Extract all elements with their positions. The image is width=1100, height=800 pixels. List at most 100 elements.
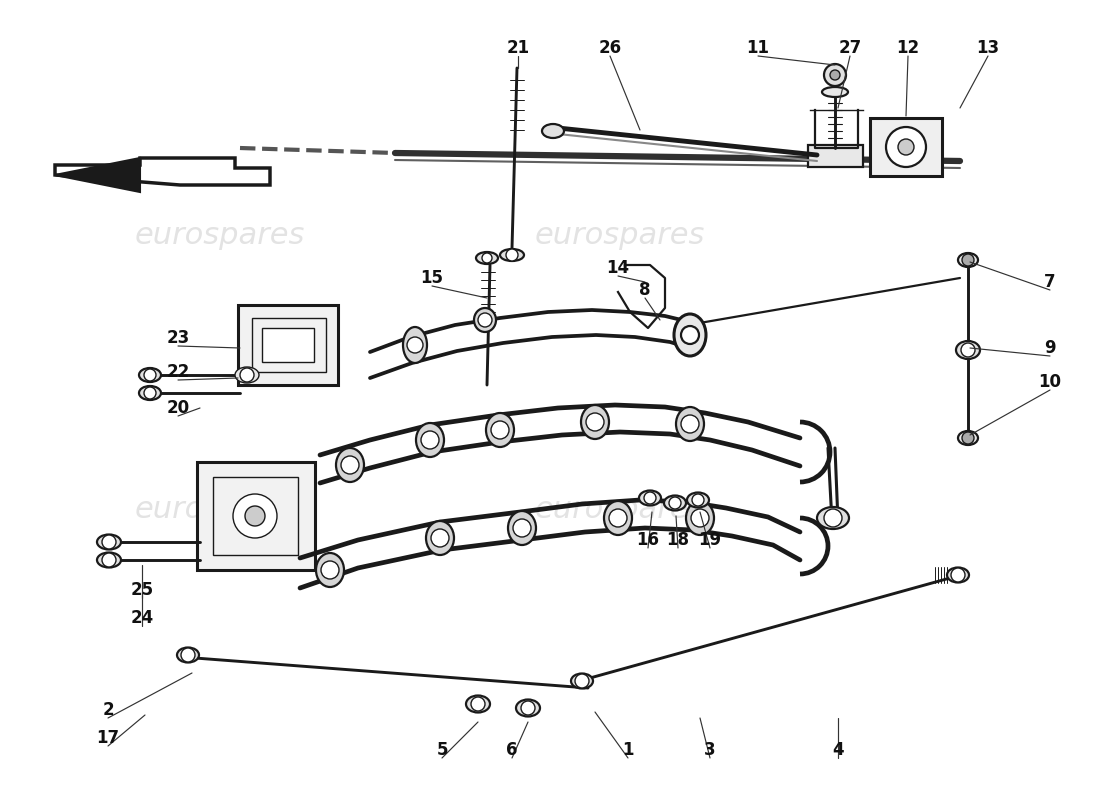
Ellipse shape [486,413,514,447]
Ellipse shape [508,511,536,545]
Circle shape [824,509,842,527]
Ellipse shape [817,507,849,529]
Circle shape [961,343,975,357]
Ellipse shape [336,448,364,482]
Text: 24: 24 [131,609,154,627]
Bar [262,328,314,362]
Text: 5: 5 [437,741,448,759]
Text: 10: 10 [1038,373,1061,391]
Text: 12: 12 [896,39,920,57]
Circle shape [681,415,698,433]
Ellipse shape [822,87,848,97]
Circle shape [240,368,254,382]
Ellipse shape [664,495,686,510]
Circle shape [102,535,116,549]
Text: 19: 19 [698,531,722,549]
Circle shape [491,421,509,439]
Ellipse shape [416,423,444,457]
Ellipse shape [542,124,564,138]
Circle shape [691,509,710,527]
Ellipse shape [476,252,498,264]
Text: 13: 13 [977,39,1000,57]
Circle shape [962,254,974,266]
Ellipse shape [958,253,978,267]
Circle shape [824,64,846,86]
Circle shape [478,313,492,327]
Circle shape [830,70,840,80]
Text: 21: 21 [506,39,529,57]
Ellipse shape [235,367,258,383]
Bar [238,305,338,385]
Circle shape [575,674,589,688]
Text: 9: 9 [1044,339,1056,357]
Circle shape [471,697,485,711]
Text: 20: 20 [166,399,189,417]
Text: 2: 2 [102,701,113,719]
Circle shape [506,249,518,261]
Bar [252,318,326,372]
Text: 16: 16 [637,531,660,549]
Ellipse shape [604,501,632,535]
Ellipse shape [97,553,121,567]
Circle shape [144,369,156,381]
Ellipse shape [426,521,454,555]
Ellipse shape [466,695,490,713]
Circle shape [962,432,974,444]
Ellipse shape [581,405,609,439]
Text: 27: 27 [838,39,861,57]
Circle shape [586,413,604,431]
Ellipse shape [676,407,704,441]
Ellipse shape [958,431,978,445]
Ellipse shape [97,534,121,550]
Text: 11: 11 [747,39,770,57]
Ellipse shape [474,308,496,332]
Text: 4: 4 [833,741,844,759]
Bar [197,462,315,570]
Ellipse shape [316,553,344,587]
Ellipse shape [956,341,980,359]
Circle shape [233,494,277,538]
Circle shape [521,701,535,715]
Ellipse shape [639,490,661,506]
Text: 17: 17 [97,729,120,747]
Ellipse shape [516,699,540,717]
Bar [808,145,864,167]
Text: 18: 18 [667,531,690,549]
Circle shape [182,648,195,662]
Text: 15: 15 [420,269,443,287]
Text: eurospares: eurospares [135,221,305,250]
Circle shape [245,506,265,526]
Circle shape [321,561,339,579]
Circle shape [482,253,492,263]
Ellipse shape [177,647,199,662]
Text: 6: 6 [506,741,518,759]
Text: eurospares: eurospares [535,495,705,525]
Circle shape [144,387,156,399]
Text: 8: 8 [639,281,651,299]
Ellipse shape [571,674,593,689]
Text: 1: 1 [623,741,634,759]
Circle shape [513,519,531,537]
Ellipse shape [500,249,524,261]
Circle shape [886,127,926,167]
Text: eurospares: eurospares [535,221,705,250]
Text: 7: 7 [1044,273,1056,291]
Circle shape [669,497,681,509]
Circle shape [407,337,424,353]
Ellipse shape [139,386,161,400]
Ellipse shape [688,493,710,507]
Circle shape [644,492,656,504]
Text: 25: 25 [131,581,154,599]
Bar [870,118,942,176]
Ellipse shape [403,327,427,363]
Text: 14: 14 [606,259,629,277]
Text: 22: 22 [166,363,189,381]
Circle shape [898,139,914,155]
Text: 23: 23 [166,329,189,347]
Ellipse shape [686,501,714,535]
Ellipse shape [674,314,706,356]
Polygon shape [55,158,270,185]
Circle shape [421,431,439,449]
Circle shape [431,529,449,547]
Circle shape [341,456,359,474]
